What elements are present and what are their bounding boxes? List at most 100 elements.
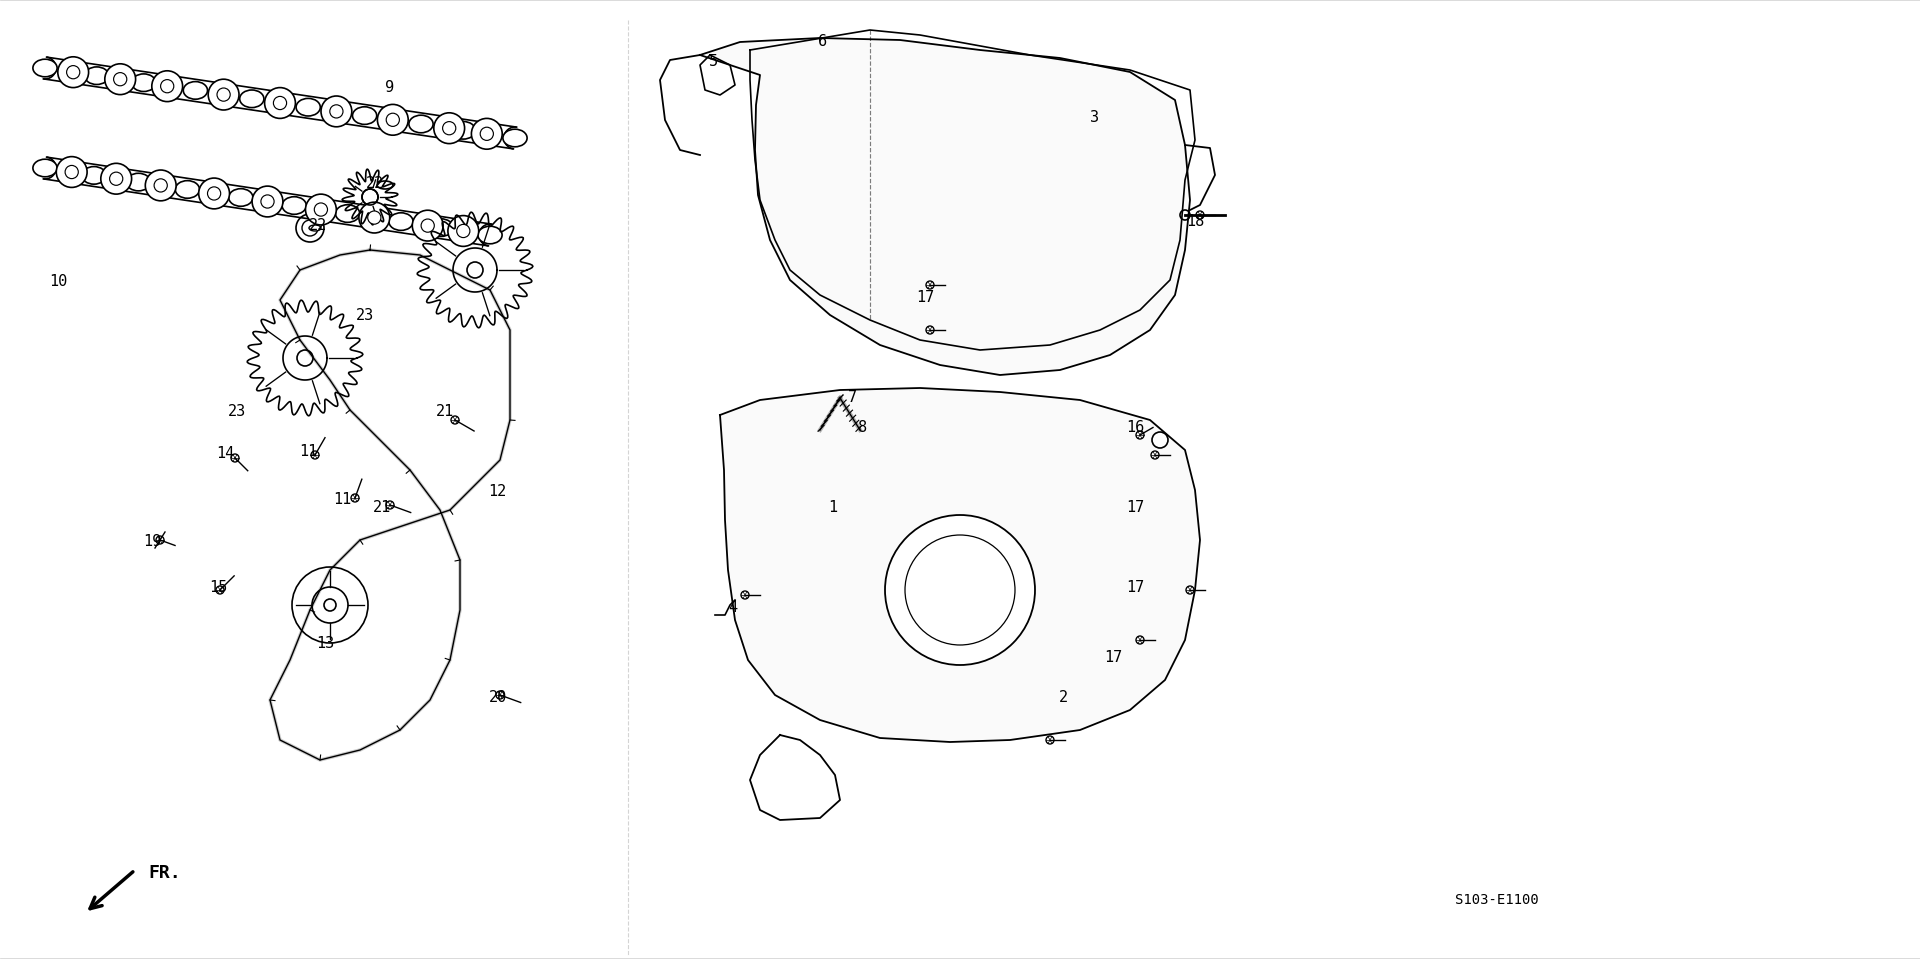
Ellipse shape xyxy=(369,211,380,224)
Ellipse shape xyxy=(296,99,321,116)
Circle shape xyxy=(1181,210,1190,220)
Ellipse shape xyxy=(106,64,136,95)
Polygon shape xyxy=(720,388,1200,742)
Text: 23: 23 xyxy=(228,405,246,419)
Circle shape xyxy=(215,586,225,594)
Ellipse shape xyxy=(127,174,150,191)
Ellipse shape xyxy=(390,213,413,230)
Circle shape xyxy=(156,536,163,544)
Ellipse shape xyxy=(102,163,132,194)
Circle shape xyxy=(1152,432,1167,448)
Text: S103-E1100: S103-E1100 xyxy=(1455,893,1538,907)
Text: 16: 16 xyxy=(1125,420,1144,435)
Text: 17: 17 xyxy=(1125,501,1144,516)
Text: 6: 6 xyxy=(818,35,828,50)
Text: 18: 18 xyxy=(1187,215,1204,229)
Text: 19: 19 xyxy=(142,534,161,550)
Text: 12: 12 xyxy=(488,484,507,500)
Ellipse shape xyxy=(240,90,263,107)
Text: 8: 8 xyxy=(858,420,868,435)
Circle shape xyxy=(311,451,319,459)
Text: 21: 21 xyxy=(436,405,455,419)
Text: 4: 4 xyxy=(728,600,737,616)
Ellipse shape xyxy=(315,203,328,216)
Ellipse shape xyxy=(282,197,307,214)
Text: 9: 9 xyxy=(386,81,396,96)
Circle shape xyxy=(1137,431,1144,439)
Text: 15: 15 xyxy=(209,579,227,595)
Text: 17: 17 xyxy=(1125,580,1144,596)
Ellipse shape xyxy=(58,57,88,87)
Ellipse shape xyxy=(413,210,444,241)
Circle shape xyxy=(925,281,933,289)
Text: 20: 20 xyxy=(490,690,507,705)
Circle shape xyxy=(363,189,378,205)
Ellipse shape xyxy=(273,97,286,109)
Text: 23: 23 xyxy=(355,308,374,322)
Circle shape xyxy=(885,515,1035,665)
Text: 11: 11 xyxy=(300,445,317,459)
Ellipse shape xyxy=(378,105,409,135)
Ellipse shape xyxy=(33,59,58,77)
Text: 13: 13 xyxy=(317,636,334,650)
Circle shape xyxy=(1150,451,1160,459)
Ellipse shape xyxy=(330,105,344,118)
Ellipse shape xyxy=(175,180,200,199)
Circle shape xyxy=(324,599,336,611)
Circle shape xyxy=(1046,736,1054,744)
Ellipse shape xyxy=(503,129,528,147)
Ellipse shape xyxy=(228,189,253,206)
Ellipse shape xyxy=(265,87,296,118)
Text: 17: 17 xyxy=(1104,650,1121,666)
Ellipse shape xyxy=(67,65,81,79)
Text: 14: 14 xyxy=(215,446,234,460)
Circle shape xyxy=(467,262,484,278)
Text: 10: 10 xyxy=(48,274,67,290)
Circle shape xyxy=(741,591,749,599)
Circle shape xyxy=(292,567,369,643)
Text: FR.: FR. xyxy=(148,864,180,882)
Ellipse shape xyxy=(198,178,230,209)
Circle shape xyxy=(1187,586,1194,594)
Ellipse shape xyxy=(182,82,207,99)
Circle shape xyxy=(1137,636,1144,644)
Ellipse shape xyxy=(152,71,182,102)
Text: 17: 17 xyxy=(916,291,935,306)
Circle shape xyxy=(451,416,459,424)
Ellipse shape xyxy=(336,205,359,222)
Text: 1: 1 xyxy=(828,501,837,516)
Ellipse shape xyxy=(434,113,465,144)
Ellipse shape xyxy=(447,216,478,246)
Ellipse shape xyxy=(353,106,376,125)
Ellipse shape xyxy=(132,74,156,91)
Ellipse shape xyxy=(376,181,394,189)
Ellipse shape xyxy=(480,128,493,140)
Ellipse shape xyxy=(420,219,434,232)
Polygon shape xyxy=(701,38,1190,375)
Circle shape xyxy=(1196,211,1204,219)
Text: 3: 3 xyxy=(1091,110,1100,126)
Ellipse shape xyxy=(309,225,321,231)
Circle shape xyxy=(298,350,313,366)
Ellipse shape xyxy=(428,219,453,237)
Text: 11: 11 xyxy=(332,493,351,507)
Text: 5: 5 xyxy=(708,55,718,69)
Ellipse shape xyxy=(146,170,177,200)
Circle shape xyxy=(301,220,319,236)
Ellipse shape xyxy=(321,96,351,127)
Ellipse shape xyxy=(56,156,86,187)
Ellipse shape xyxy=(154,178,167,192)
Circle shape xyxy=(230,454,238,462)
Ellipse shape xyxy=(457,224,470,238)
Circle shape xyxy=(495,691,503,699)
Ellipse shape xyxy=(409,115,434,132)
Ellipse shape xyxy=(113,73,127,85)
Ellipse shape xyxy=(359,202,390,233)
Ellipse shape xyxy=(252,186,282,217)
Ellipse shape xyxy=(207,80,238,110)
Ellipse shape xyxy=(386,113,399,127)
Circle shape xyxy=(386,501,394,509)
Ellipse shape xyxy=(84,67,109,84)
Ellipse shape xyxy=(207,187,221,200)
Ellipse shape xyxy=(472,118,503,150)
